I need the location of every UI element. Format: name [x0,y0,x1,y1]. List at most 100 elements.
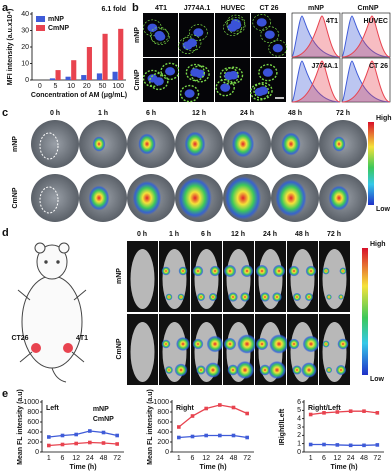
y-axis-label: Mean FL intensity (a.u) [17,389,24,465]
cell-membrane [268,39,288,57]
x-tick-label: 10 [67,83,75,90]
line [178,434,248,439]
chart-title: Left [46,405,60,412]
signal [302,335,320,353]
signal [165,366,173,374]
y-tick-label: 200 [157,439,169,446]
signal [205,362,221,378]
bar [96,73,102,80]
cell-membrane [179,84,200,103]
signal [301,362,317,378]
time-label: 0 h [50,110,60,117]
x-tick-label: 24 [216,455,224,462]
signal [255,264,269,278]
column-label: 4T1 [155,5,167,12]
signal [192,338,204,350]
column-label: CT 26 [259,5,278,12]
row-label: mNP [134,27,141,43]
chart-title: Right [176,405,195,412]
nucleus [272,43,283,53]
signal [325,366,333,374]
cell-membrane [226,17,246,34]
cell-membrane [215,78,235,97]
mouse-body [322,249,347,309]
signal [292,365,302,375]
marker [204,433,208,438]
x-tick-label: 0 [38,83,42,90]
mouse-body [130,322,155,382]
signal [322,340,330,348]
bar [118,28,124,81]
micrograph [215,58,250,102]
marker [115,433,119,438]
row-label: mNP [116,268,123,284]
signal [240,292,250,302]
y-tick-label: 4 [297,416,301,423]
signal [223,264,237,278]
marker [335,443,340,447]
y-tick-label: 400 [27,429,39,436]
marker [190,414,195,418]
cell-membrane [182,34,202,52]
histogram-curve [341,60,391,103]
mouse-schematic [17,242,87,383]
nucleus [231,21,242,30]
row-label: CmNP [12,187,19,208]
column-label: HUVEC [221,5,246,12]
time-label: 1 h [169,231,179,238]
signal [237,334,257,354]
bar [49,78,55,80]
bar [71,60,77,80]
signal [208,292,218,302]
bar [102,33,108,80]
x-tick-label: 6 [191,455,195,462]
histogram-curve [291,15,341,58]
marker [47,443,51,448]
x-tick-label: 48 [230,455,238,462]
legend-swatch [36,16,45,22]
mouse-body [162,249,187,309]
nucleus [262,68,273,77]
y-tick-label: 6 [297,399,301,406]
chart-title: Right/Left [308,405,341,412]
hist-legend: CmNP [357,5,378,12]
y-tick-label: 600 [157,419,169,426]
cell-membrane [178,37,197,54]
x-tick-label: 5 [54,83,58,90]
marker [177,425,181,429]
tissue-image [31,120,79,168]
signal [275,179,307,217]
marker [322,442,326,447]
nucleus [147,23,158,33]
signal [192,265,204,277]
x-tick-label: 48 [100,455,108,462]
marker [101,430,106,435]
time-label: 6 h [146,110,156,117]
time-label: 6 h [201,231,211,238]
nucleus [224,71,235,81]
hist-label: CT 26 [369,63,388,70]
marker [362,443,366,448]
line [48,441,118,447]
signal [178,266,188,276]
histogram-curve [341,15,391,58]
hist-label: 4T1 [326,18,338,25]
time-label: 24 h [240,110,254,117]
marker [245,435,249,440]
cell-membrane [252,14,272,31]
marker [60,433,65,438]
mouse-body [130,249,155,309]
signal [224,176,262,220]
y-axis-label: Mean FL intensity (a.u) [147,389,154,465]
signal [132,180,162,216]
signal [304,292,314,302]
marker [322,411,326,415]
time-label: 0 h [137,231,147,238]
marker [245,411,249,416]
marker [190,434,195,439]
signal [281,132,301,156]
colorbar [362,248,368,375]
x-tick-label: 12 [202,455,210,462]
hist-legend: mNP [308,5,324,12]
